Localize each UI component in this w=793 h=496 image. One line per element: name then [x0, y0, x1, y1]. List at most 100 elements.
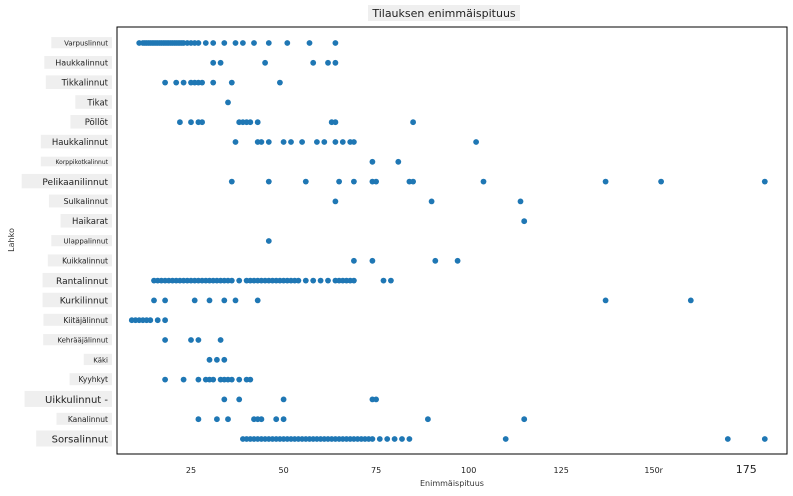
- data-point: [162, 337, 169, 343]
- y-tick-label-bg: [70, 114, 112, 129]
- y-tick-label: Rantalinnut: [56, 277, 108, 287]
- y-tick-label-bg: [51, 235, 112, 247]
- data-point: [262, 59, 268, 66]
- data-point: [314, 139, 320, 145]
- y-tick-labels: Varpuslinnut Haukkalinnut Tikkalinnut Tikat…: [21, 37, 113, 447]
- data-point: [195, 376, 202, 383]
- data-point: [162, 317, 169, 324]
- data-point: [428, 198, 435, 205]
- data-point: [195, 416, 202, 423]
- data-point: [228, 376, 235, 383]
- y-tick-label: Sulkalinnut: [63, 197, 108, 206]
- x-tick-labels: 25 50 75 100 125 150r 175: [186, 463, 757, 476]
- data-point: [295, 277, 302, 284]
- y-tick-label: Kanalinnut: [68, 415, 108, 424]
- y-tick-label-bg: [60, 213, 112, 228]
- data-point: [221, 297, 228, 304]
- y-tick-label: Haukkalinnut: [52, 138, 109, 148]
- data-point: [251, 40, 257, 46]
- y-tick-label-bg: [40, 134, 113, 149]
- data-point: [206, 356, 213, 363]
- data-point: [240, 40, 246, 46]
- y-tick-label-bg: [44, 56, 112, 69]
- y-tick-label-bg: [36, 430, 113, 447]
- y-tick-label: Pöllöt: [85, 118, 109, 128]
- data-point: [217, 59, 224, 66]
- data-point: [302, 277, 309, 284]
- y-tick-label: Sorsalinnut: [52, 435, 108, 446]
- data-point: [214, 356, 220, 363]
- data-point: [351, 178, 357, 185]
- data-point: [473, 139, 479, 145]
- y-tick-label-bg: [43, 313, 113, 326]
- data-point: [388, 277, 394, 284]
- data-point: [687, 297, 694, 304]
- data-point: [521, 218, 528, 225]
- data-point: [217, 337, 224, 343]
- x-tick-label: 75: [371, 466, 381, 475]
- y-tick-label-bg: [56, 412, 112, 425]
- data-point: [210, 79, 217, 86]
- data-point: [406, 436, 413, 442]
- data-point: [277, 79, 283, 86]
- data-point: [332, 198, 339, 205]
- data-point: [310, 59, 317, 66]
- data-point: [258, 416, 265, 423]
- data-point: [410, 178, 416, 185]
- data-point: [247, 119, 254, 126]
- y-tick-label-bg: [24, 390, 113, 407]
- y-tick-label-bg: [21, 173, 113, 189]
- data-point: [310, 277, 317, 284]
- data-point: [480, 178, 487, 185]
- data-point: [724, 436, 731, 442]
- data-point: [306, 40, 313, 46]
- data-point: [332, 40, 339, 46]
- data-point: [228, 178, 235, 185]
- y-tick-label: Haukkalinnut: [55, 59, 108, 68]
- y-tick-label: Haikarat: [72, 217, 109, 227]
- y-tick-label-bg: [75, 95, 112, 109]
- data-point: [425, 416, 431, 423]
- data-point: [265, 40, 272, 46]
- data-point: [317, 277, 324, 284]
- y-tick-label: Pelikaanilinnut: [42, 178, 108, 188]
- y-tick-label: Käki: [93, 356, 108, 364]
- y-tick-label-bg: [69, 373, 112, 386]
- data-point: [336, 178, 342, 185]
- data-point: [339, 139, 346, 145]
- data-point: [195, 337, 202, 343]
- data-point: [761, 436, 768, 442]
- x-axis-label: Enimmäispituus: [420, 479, 484, 488]
- data-point: [180, 376, 187, 383]
- data-point: [177, 119, 183, 126]
- data-point: [154, 317, 161, 324]
- y-tick-label: Tikkalinnut: [61, 79, 109, 89]
- data-point: [521, 416, 528, 423]
- y-tick-label: Kehrääjälinnut: [57, 336, 108, 344]
- data-point: [302, 178, 309, 185]
- data-point: [210, 59, 217, 66]
- y-tick-label-bg: [83, 353, 112, 366]
- data-point: [254, 119, 261, 126]
- data-point: [188, 119, 194, 126]
- y-tick-label-bg: [45, 75, 112, 89]
- data-point: [332, 139, 339, 145]
- data-point: [202, 40, 209, 46]
- y-tick-label: Tikat: [86, 98, 108, 108]
- data-point: [199, 79, 206, 86]
- data-point: [147, 317, 154, 324]
- data-point: [206, 297, 213, 304]
- data-point: [151, 297, 157, 304]
- y-tick-label: Korppikotkalinnut: [56, 159, 109, 166]
- data-point: [225, 99, 231, 106]
- data-point: [162, 79, 169, 86]
- data-point: [284, 40, 291, 46]
- data-point: [195, 40, 202, 46]
- y-axis-label: Lahko: [7, 228, 16, 252]
- y-tick-label: Uikkulinnut -: [45, 395, 108, 406]
- y-tick-label-bg: [42, 292, 112, 308]
- data-point: [232, 40, 239, 46]
- data-point: [321, 139, 328, 145]
